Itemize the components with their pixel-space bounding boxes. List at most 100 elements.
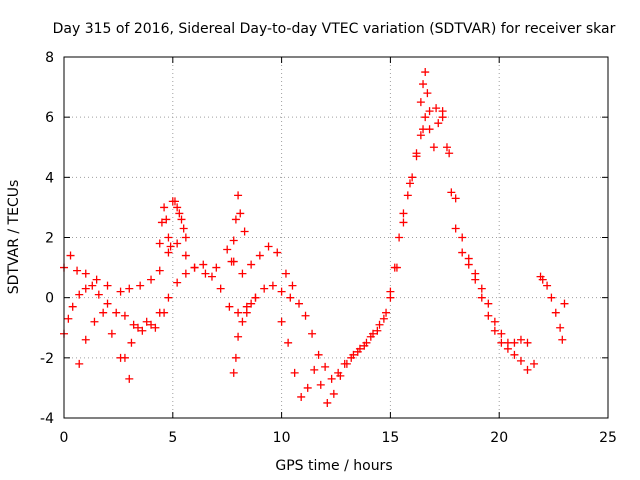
data-point-track-1 — [247, 260, 256, 269]
x-tick-label: 5 — [168, 430, 177, 446]
data-point-track-2 — [129, 320, 138, 329]
data-point-track-1 — [81, 269, 90, 278]
data-point-spike-5.2h — [173, 203, 182, 212]
data-point-track-main — [290, 368, 299, 377]
data-point-track-2 — [268, 281, 277, 290]
data-point-track-2 — [94, 290, 103, 299]
data-point-track-secondary — [295, 299, 304, 308]
x-tick-label: 10 — [273, 430, 291, 446]
x-axis-label: GPS time / hours — [275, 458, 392, 474]
data-point-spike-5.2h — [170, 197, 179, 206]
data-point-track-1 — [92, 275, 101, 284]
y-tick-label: 0 — [45, 291, 54, 307]
data-point-track-1 — [181, 251, 190, 260]
data-point-peak-spike — [419, 80, 428, 89]
data-point-track-main — [429, 143, 438, 152]
data-point-spike-5.2h — [179, 224, 188, 233]
data-point-track-secondary — [327, 374, 336, 383]
data-point-track-2 — [75, 290, 84, 299]
data-point-peak-spike — [421, 68, 430, 77]
data-point-track-secondary — [314, 350, 323, 359]
data-point-track-1 — [212, 263, 221, 272]
data-point-track-1 — [125, 284, 134, 293]
data-point-track-main — [310, 365, 319, 374]
data-point-track-2 — [68, 302, 77, 311]
data-point-track-secondary — [412, 149, 421, 158]
data-point-track-1 — [116, 287, 125, 296]
data-point-tail-22h — [547, 293, 556, 302]
data-point-track-2 — [147, 320, 156, 329]
data-point-track-main — [399, 209, 408, 218]
data-point-track-secondary — [471, 269, 480, 278]
y-axis-label: SDTVAR / TECUs — [6, 180, 22, 295]
data-point-track-secondary — [308, 329, 317, 338]
data-point-track-main — [277, 317, 286, 326]
data-point-track-secondary — [340, 359, 349, 368]
data-point-track-main — [303, 383, 312, 392]
data-point-track-secondary — [386, 293, 395, 302]
data-point-spike-4.5h — [164, 233, 173, 242]
x-tick-label: 0 — [60, 430, 69, 446]
data-point-track-main — [375, 320, 384, 329]
data-point-branch-early — [75, 359, 84, 368]
data-point-spike-8h — [236, 209, 245, 218]
data-point-track-1 — [288, 281, 297, 290]
chart-title: Day 315 of 2016, Sidereal Day-to-day VTE… — [53, 21, 616, 37]
data-point-track-2 — [286, 293, 295, 302]
data-point-track-secondary — [523, 338, 532, 347]
data-point-branch-early — [107, 329, 116, 338]
data-point-track-main — [403, 191, 412, 200]
data-point-spike-5.2h — [175, 209, 184, 218]
data-point-track-secondary — [405, 179, 414, 188]
data-point-track-2 — [199, 260, 208, 269]
data-point-track-secondary — [516, 335, 525, 344]
data-point-track-1 — [103, 281, 112, 290]
data-point-track-1 — [155, 266, 164, 275]
data-point-track-main — [447, 188, 456, 197]
data-point-branch-early — [81, 335, 90, 344]
data-point-track-main — [458, 248, 467, 257]
data-point-track-1 — [223, 245, 232, 254]
data-point-branch-8h — [229, 368, 238, 377]
data-point-track-secondary — [464, 254, 473, 263]
data-point-track-2 — [164, 293, 173, 302]
data-point-peak-spike — [416, 98, 425, 107]
data-point-spike-8h — [240, 227, 249, 236]
y-tick-label: 4 — [45, 170, 54, 186]
data-point-track-secondary — [484, 299, 493, 308]
data-point-spike-8h — [229, 236, 238, 245]
data-point-track-2 — [234, 308, 243, 317]
data-point-track-2 — [64, 314, 73, 323]
y-tick-label: 8 — [45, 50, 54, 66]
data-point-track-1 — [281, 269, 290, 278]
data-point-spike-5.2h — [181, 233, 190, 242]
data-point-branch-3h — [151, 323, 160, 332]
data-point-spike-5.2h — [177, 215, 186, 224]
data-point-branch-8h — [231, 353, 240, 362]
data-point-track-main — [477, 293, 486, 302]
data-point-track-secondary — [458, 233, 467, 242]
data-point-branch-3h — [133, 323, 142, 332]
axis-ticks: 0 5 10 15 20 25 -4 -2 0 2 4 6 8 — [40, 50, 617, 446]
data-point-branch-early — [90, 317, 99, 326]
data-point-spike-4.5h — [162, 215, 171, 224]
data-point-track-2 — [207, 272, 216, 281]
data-point-branch-8h — [238, 317, 247, 326]
data-point-peak-spike — [423, 89, 432, 98]
data-point-tail-22h — [538, 275, 547, 284]
data-point-tail-22h — [560, 299, 569, 308]
data-point-branch-8h — [242, 308, 251, 317]
data-point-branch-early — [125, 374, 134, 383]
data-point-track-2 — [112, 308, 121, 317]
data-point-track-1 — [136, 281, 145, 290]
y-tick-label: 6 — [45, 110, 54, 126]
x-tick-label: 15 — [381, 430, 399, 446]
data-point-branch-early — [99, 308, 108, 317]
data-point-track-1 — [147, 275, 156, 284]
data-point-branch-8h — [234, 332, 243, 341]
x-tick-label: 20 — [490, 430, 508, 446]
data-point-track-2 — [190, 263, 199, 272]
data-point-track-main — [490, 326, 499, 335]
data-point-track-2 — [138, 326, 147, 335]
data-point-track-main — [323, 398, 332, 407]
